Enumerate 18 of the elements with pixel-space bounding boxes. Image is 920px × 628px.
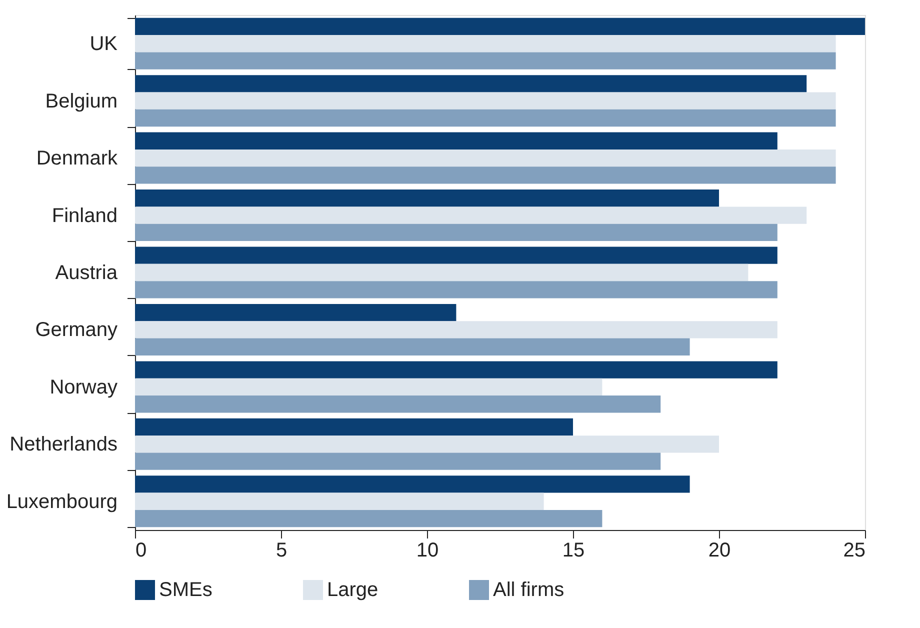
x-tick-label: 20 <box>708 540 731 562</box>
y-tick-label: Denmark <box>36 148 118 170</box>
x-tick-label: 5 <box>276 540 288 562</box>
y-tick-label: Netherlands <box>10 434 118 456</box>
y-tick-label: Luxembourg <box>6 490 118 513</box>
y-tick-label: Belgium <box>45 90 118 112</box>
x-tick-label: 10 <box>416 540 439 562</box>
y-tick-label: Germany <box>35 319 118 342</box>
y-tick-label: Norway <box>50 376 118 398</box>
legend-label: SMEs <box>159 579 212 601</box>
x-tick-label: 25 <box>843 540 866 562</box>
y-tick-label: Finland <box>52 204 118 227</box>
x-tick-label: 15 <box>562 540 585 562</box>
x-tick-label: 0 <box>136 540 147 562</box>
y-tick-label: UK <box>90 33 118 56</box>
legend-label: All firms <box>493 579 564 601</box>
legend-label: Large <box>327 579 378 601</box>
y-tick-label: Austria <box>55 262 118 284</box>
